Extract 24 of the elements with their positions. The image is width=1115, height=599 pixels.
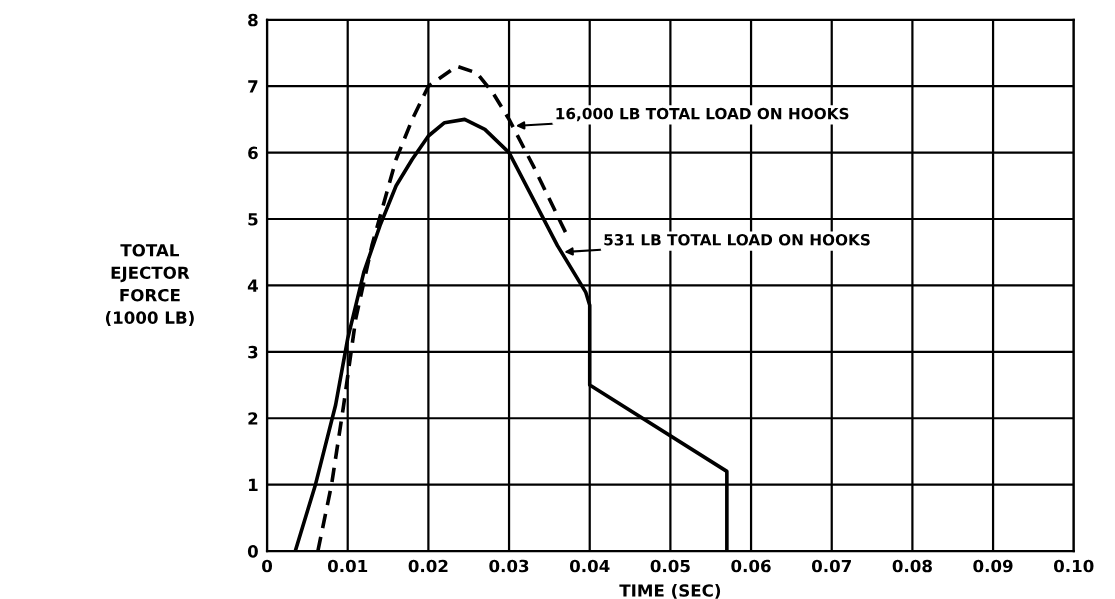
x-tick-label: 0.07 bbox=[811, 559, 851, 573]
y-tick-label: 5 bbox=[248, 213, 258, 226]
x-tick-label: 0.06 bbox=[731, 559, 771, 573]
x-tick-label: 0.08 bbox=[892, 559, 932, 573]
y-tick-label: 3 bbox=[248, 345, 258, 359]
y-tick-label: 6 bbox=[248, 146, 258, 160]
y-tick-label: 0 bbox=[247, 545, 258, 558]
x-tick-label: 0.02 bbox=[408, 559, 448, 573]
y-tick-label: 8 bbox=[248, 13, 258, 27]
x-axis-title: TIME (SEC) bbox=[619, 583, 721, 599]
annotation: 16,000 LB TOTAL LOAD ON HOOKS bbox=[556, 107, 849, 122]
y-tick-label: 1 bbox=[248, 478, 258, 491]
x-tick-label: 0.01 bbox=[327, 559, 368, 573]
x-tick-label: 0 bbox=[262, 559, 273, 573]
y-tick-label: 2 bbox=[248, 412, 258, 425]
x-tick-label: 0.03 bbox=[489, 559, 529, 573]
x-tick-label: 0.05 bbox=[650, 559, 690, 573]
x-tick-label: 0.09 bbox=[973, 559, 1013, 573]
y-axis-title: TOTAL EJECTOR FORCE (1000 LB) bbox=[105, 243, 194, 326]
y-tick-label: 4 bbox=[247, 279, 258, 292]
x-tick-label: 0.10 bbox=[1053, 559, 1094, 573]
y-tick-label: 7 bbox=[248, 80, 258, 93]
x-tick-label: 0.04 bbox=[569, 559, 610, 573]
annotation: 531 LB TOTAL LOAD ON HOOKS bbox=[604, 233, 870, 246]
